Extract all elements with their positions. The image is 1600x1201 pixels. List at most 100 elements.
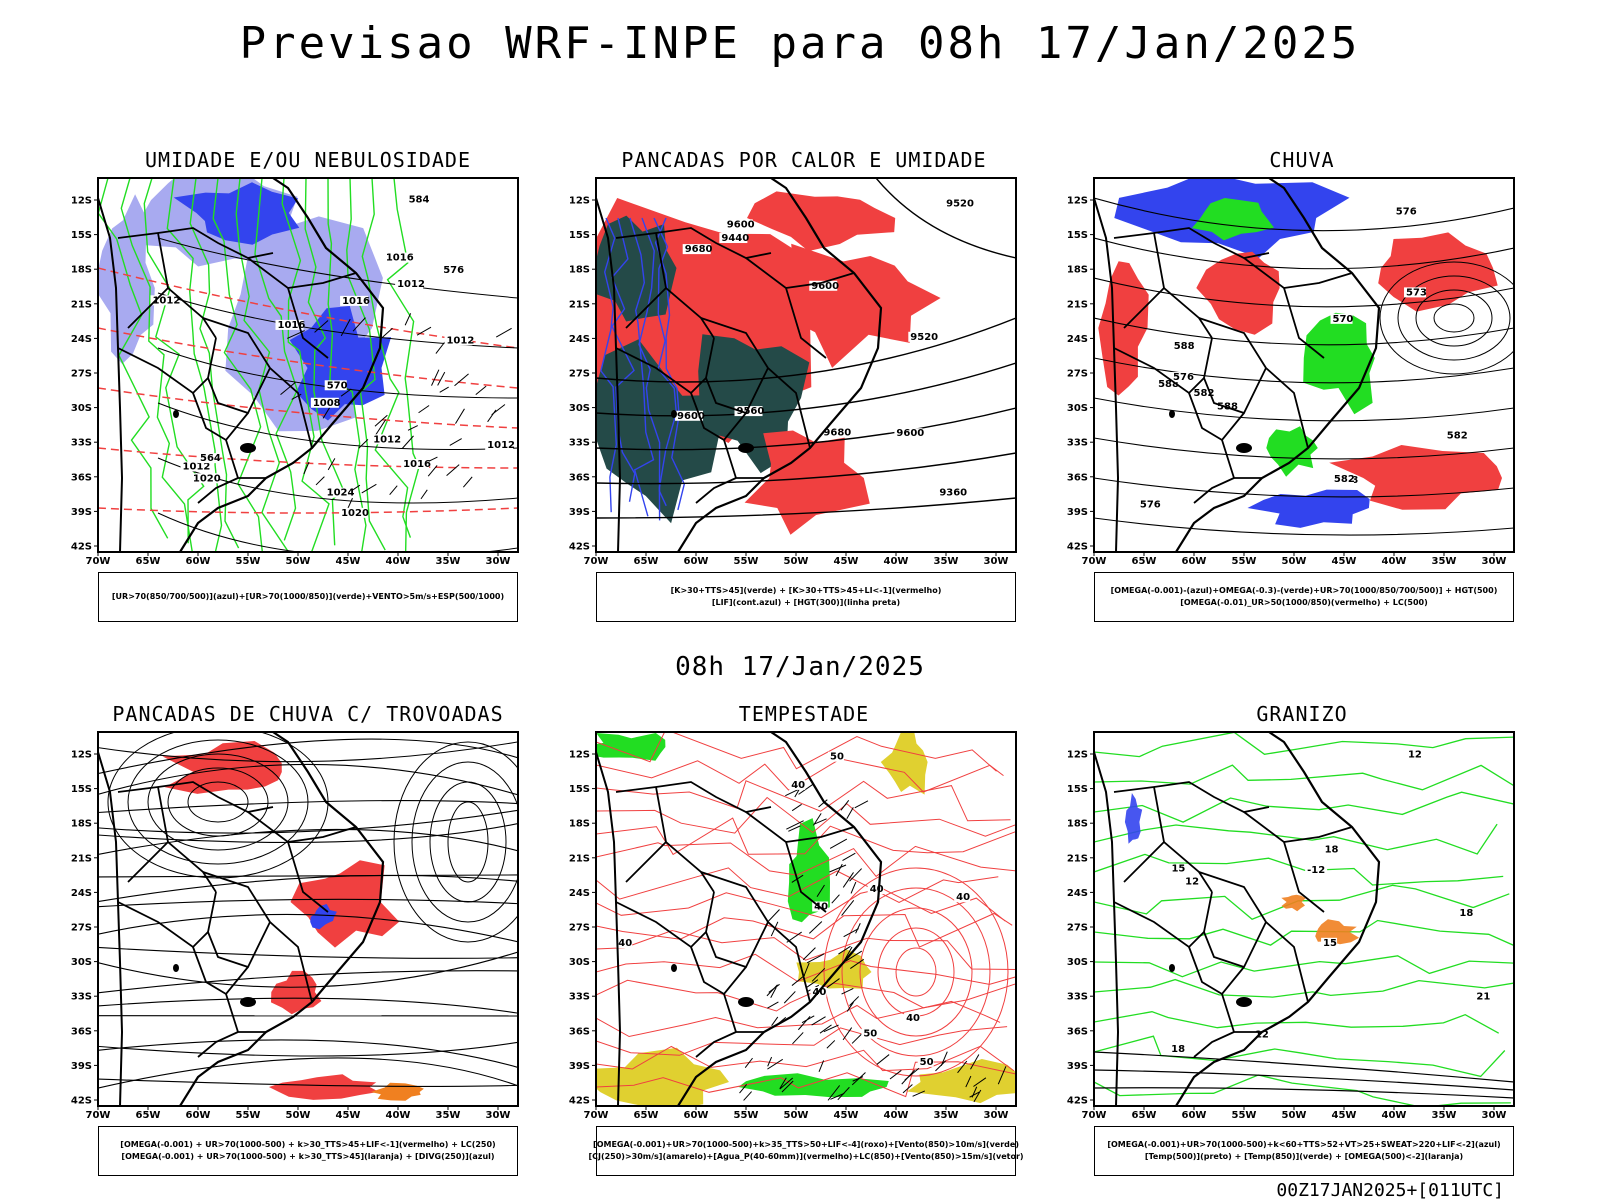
contour-label: 9440 (721, 233, 749, 244)
lon-label: 35W (934, 556, 959, 567)
contour-label: 576 (443, 265, 464, 276)
lat-label: 18S (569, 819, 590, 830)
lon-label: 50W (286, 1110, 311, 1121)
contour-label: 40 (791, 780, 805, 791)
lake-mark (173, 964, 179, 972)
contour-label: 1012 (446, 335, 474, 346)
lat-label: 12S (71, 750, 92, 761)
contour-label: 40 (870, 884, 884, 895)
lat-label: 30S (71, 403, 92, 414)
map-frame (1094, 732, 1514, 1106)
lon-label: 70W (584, 556, 609, 567)
lat-label: 42S (569, 1096, 590, 1107)
lat-label: 27S (569, 923, 590, 934)
contour-label: 50 (920, 1057, 934, 1068)
lon-label: 45W (336, 1110, 361, 1121)
lon-label: 55W (1232, 1110, 1257, 1121)
panel-title-trovoadas: PANCADAS DE CHUVA C/ TROVOADAS (98, 702, 518, 726)
legend-line: [LIF](cont.azul) + [HGT(300)](linha pret… (712, 597, 900, 609)
lon-label: 60W (1182, 1110, 1207, 1121)
lat-label: 15S (569, 784, 590, 795)
contour-label: 40 (906, 1013, 920, 1024)
lon-label: 60W (1182, 556, 1207, 567)
contour-label: 18 (1171, 1044, 1185, 1055)
lat-label: 36S (569, 472, 590, 483)
lat-label: 36S (1067, 472, 1088, 483)
contour-label: 15 (1171, 864, 1185, 875)
lat-label: 18S (1067, 265, 1088, 276)
lat-label: 33S (569, 438, 590, 449)
lon-label: 70W (584, 1110, 609, 1121)
contour-label: 576 (1396, 207, 1417, 218)
contour-label: 564 (200, 453, 221, 464)
lat-label: 30S (569, 403, 590, 414)
contour-label: 18 (1459, 908, 1473, 919)
contour-label: 9520 (910, 332, 938, 343)
lat-label: 15S (71, 230, 92, 241)
lon-label: 55W (1232, 556, 1257, 567)
lon-label: 50W (784, 556, 809, 567)
contour-label: 15 (1323, 938, 1337, 949)
lat-label: 39S (569, 1061, 590, 1072)
lat-label: 39S (71, 507, 92, 518)
contour-label: 576 (1140, 500, 1161, 511)
lat-label: 42S (1067, 542, 1088, 553)
lon-label: 30W (984, 556, 1009, 567)
lon-label: 30W (486, 556, 511, 567)
contour-label: 9600 (896, 428, 924, 439)
lat-label: 15S (1067, 230, 1088, 241)
lon-label: 35W (436, 556, 461, 567)
lake-mark (240, 997, 256, 1007)
lon-label: 40W (1382, 556, 1407, 567)
lake-mark (738, 997, 754, 1007)
lat-label: 15S (1067, 784, 1088, 795)
lon-label: 40W (386, 556, 411, 567)
lat-label: 33S (71, 438, 92, 449)
lat-label: 30S (1067, 957, 1088, 968)
legend-line: [UR>70(850/700/500)](azul)+[UR>70(1000/8… (112, 591, 504, 603)
lat-label: 12S (569, 196, 590, 207)
lon-label: 40W (884, 556, 909, 567)
legend-granizo: [OMEGA(-0.001)+UR>70(1000-500)+k<60+TTS>… (1094, 1126, 1514, 1176)
lon-label: 55W (236, 556, 261, 567)
lake-mark (1236, 997, 1252, 1007)
valid-time-label: 08h 17/Jan/2025 (0, 652, 1600, 682)
lon-label: 30W (984, 1110, 1009, 1121)
lat-label: 36S (71, 472, 92, 483)
lon-label: 65W (634, 556, 659, 567)
contour-label: 570 (1333, 314, 1354, 325)
lat-label: 21S (1067, 299, 1088, 310)
lat-label: 12S (1067, 750, 1088, 761)
panel-title-pancadas-calor: PANCADAS POR CALOR E UMIDADE (594, 148, 1014, 172)
lat-label: 12S (569, 750, 590, 761)
lon-label: 30W (486, 1110, 511, 1121)
lake-mark (240, 443, 256, 453)
contour-label: 50 (830, 752, 844, 763)
contour-label: 1020 (341, 508, 369, 519)
lat-label: 27S (569, 369, 590, 380)
panel-title-tempestade: TEMPESTADE (594, 702, 1014, 726)
lon-label: 40W (1382, 1110, 1407, 1121)
legend-line: [OMEGA(-0.001) + UR>70(1000-500) + k>30_… (121, 1151, 494, 1163)
lat-label: 27S (1067, 923, 1088, 934)
legend-trovoadas: [OMEGA(-0.001) + UR>70(1000-500) + k>30_… (98, 1126, 518, 1176)
lat-label: 39S (71, 1061, 92, 1072)
lat-label: 39S (1067, 507, 1088, 518)
lat-label: 42S (569, 542, 590, 553)
contour-label: 588 (1174, 341, 1195, 352)
contour-label: 40 (618, 938, 632, 949)
lon-label: 40W (884, 1110, 909, 1121)
lon-label: 70W (1082, 1110, 1107, 1121)
lat-label: 36S (569, 1026, 590, 1037)
lat-label: 30S (569, 957, 590, 968)
lat-label: 21S (71, 299, 92, 310)
contour-label: 9360 (939, 487, 967, 498)
lon-label: 40W (386, 1110, 411, 1121)
lat-label: 24S (1067, 888, 1088, 899)
legend-line: [OMEGA(-0.001)-(azul)+OMEGA(-0.3)-(verde… (1111, 585, 1498, 597)
lon-label: 65W (136, 1110, 161, 1121)
panel-title-umidade: UMIDADE E/OU NEBULOSIDADE (98, 148, 518, 172)
lat-label: 39S (569, 507, 590, 518)
lat-label: 27S (71, 369, 92, 380)
contour-label: 9680 (685, 244, 713, 255)
